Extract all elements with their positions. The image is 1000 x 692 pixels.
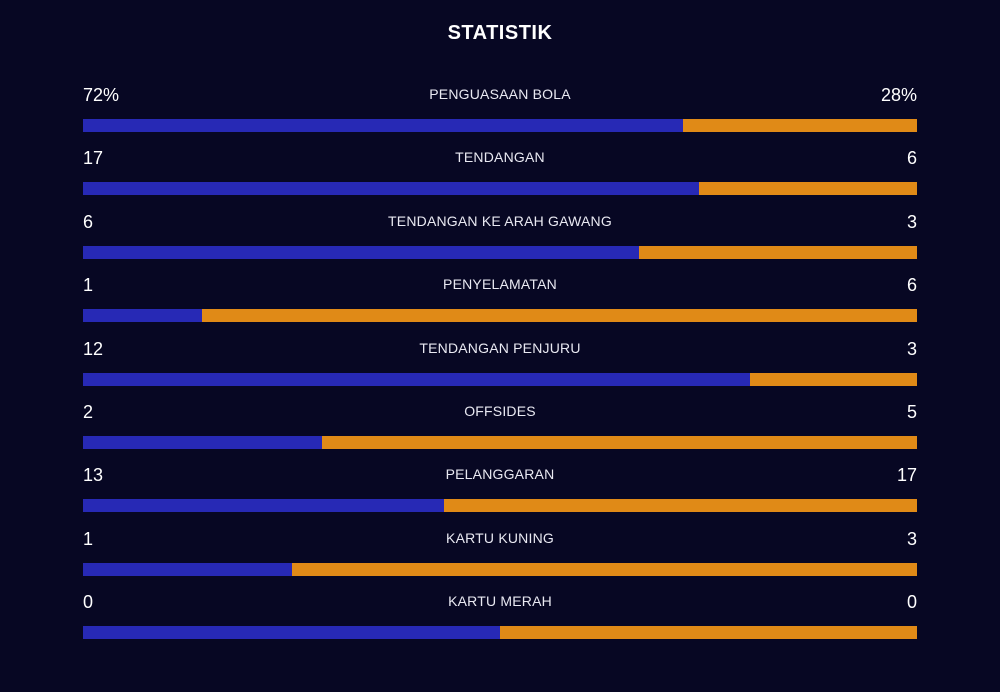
away-bar-fill — [750, 372, 917, 386]
away-value: 6 — [906, 148, 917, 169]
stat-label: KARTU KUNING — [446, 529, 554, 546]
comparison-bar — [83, 499, 917, 513]
stat-row-shots: 17 TENDANGAN 6 — [83, 145, 917, 208]
stat-values: 17 TENDANGAN 6 — [83, 145, 917, 171]
stat-label: PELANGGARAN — [445, 466, 555, 483]
stats-list: 72% PENGUASAAN BOLA 28% 17 TENDANGAN 6 — [83, 82, 917, 653]
stat-row-corners: 12 TENDANGAN PENJURU 3 — [83, 336, 917, 399]
statistics-title: STATISTIK — [447, 22, 553, 44]
comparison-bar — [83, 562, 917, 576]
home-bar-fill — [83, 626, 500, 640]
home-value: 1 — [83, 528, 94, 549]
home-bar-fill — [83, 119, 684, 132]
stat-row-offsides: 2 OFFSIDES 5 — [83, 399, 917, 462]
stat-values: 13 PELANGGARAN 17 — [83, 462, 917, 488]
away-bar-fill — [639, 245, 917, 259]
stat-label: PENYELAMATAN — [443, 276, 557, 293]
away-value: 28% — [880, 85, 917, 105]
comparison-bar — [83, 435, 917, 449]
stat-row-fouls: 13 PELANGGARAN 17 — [83, 462, 917, 525]
stat-row-red-cards: 0 KARTU MERAH 0 — [83, 589, 917, 652]
stat-row-yellow-cards: 1 KARTU KUNING 3 — [83, 526, 917, 589]
away-bar-fill — [202, 309, 917, 323]
stat-values: 6 TENDANGAN KE ARAH GAWANG 3 — [83, 209, 917, 235]
stat-values: 1 PENYELAMATAN 6 — [83, 272, 917, 298]
away-bar-fill — [683, 119, 917, 132]
home-value: 0 — [83, 592, 94, 613]
stat-values: 12 TENDANGAN PENJURU 3 — [83, 336, 917, 362]
comparison-bar — [83, 372, 917, 386]
home-value: 12 — [83, 338, 104, 359]
comparison-bar — [83, 626, 917, 640]
away-value: 3 — [906, 528, 917, 549]
away-value: 17 — [896, 465, 917, 486]
home-bar-fill — [83, 309, 203, 323]
stat-values: 0 KARTU MERAH 0 — [83, 589, 917, 615]
away-value: 3 — [906, 211, 917, 232]
home-bar-fill — [83, 372, 751, 386]
home-bar-fill — [83, 562, 292, 576]
home-value: 6 — [83, 211, 94, 232]
stat-label: TENDANGAN PENJURU — [419, 339, 581, 356]
home-bar-fill — [83, 435, 322, 449]
comparison-bar — [83, 245, 917, 259]
stat-label: OFFSIDES — [464, 402, 536, 419]
home-bar-fill — [83, 182, 700, 196]
stat-row-saves: 1 PENYELAMATAN 6 — [83, 272, 917, 335]
home-bar-fill — [83, 499, 445, 513]
comparison-bar — [83, 182, 917, 196]
stat-values: 2 OFFSIDES 5 — [83, 399, 917, 425]
away-bar-fill — [444, 499, 917, 513]
away-bar-fill — [291, 562, 917, 576]
home-value: 72% — [83, 85, 120, 105]
comparison-bar — [83, 119, 917, 132]
home-value: 2 — [83, 401, 94, 422]
stat-label: KARTU MERAH — [448, 593, 552, 610]
stat-row-shots-on-target: 6 TENDANGAN KE ARAH GAWANG 3 — [83, 209, 917, 272]
stat-label: TENDANGAN KE ARAH GAWANG — [388, 212, 612, 229]
away-value: 5 — [906, 401, 917, 422]
away-bar-fill — [500, 626, 917, 640]
stat-row-possession: 72% PENGUASAAN BOLA 28% — [83, 82, 917, 145]
stat-values: 72% PENGUASAAN BOLA 28% — [83, 82, 917, 108]
home-bar-fill — [83, 245, 640, 259]
away-value: 6 — [906, 275, 917, 296]
away-value: 0 — [906, 592, 917, 613]
home-value: 13 — [83, 465, 104, 486]
away-bar-fill — [321, 435, 917, 449]
stat-label: TENDANGAN — [455, 149, 545, 166]
home-value: 1 — [83, 275, 94, 296]
comparison-bar — [83, 309, 917, 323]
stat-values: 1 KARTU KUNING 3 — [83, 526, 917, 552]
stat-label: PENGUASAAN BOLA — [429, 86, 571, 102]
away-value: 3 — [906, 338, 917, 359]
away-bar-fill — [699, 182, 917, 196]
home-value: 17 — [83, 148, 104, 169]
